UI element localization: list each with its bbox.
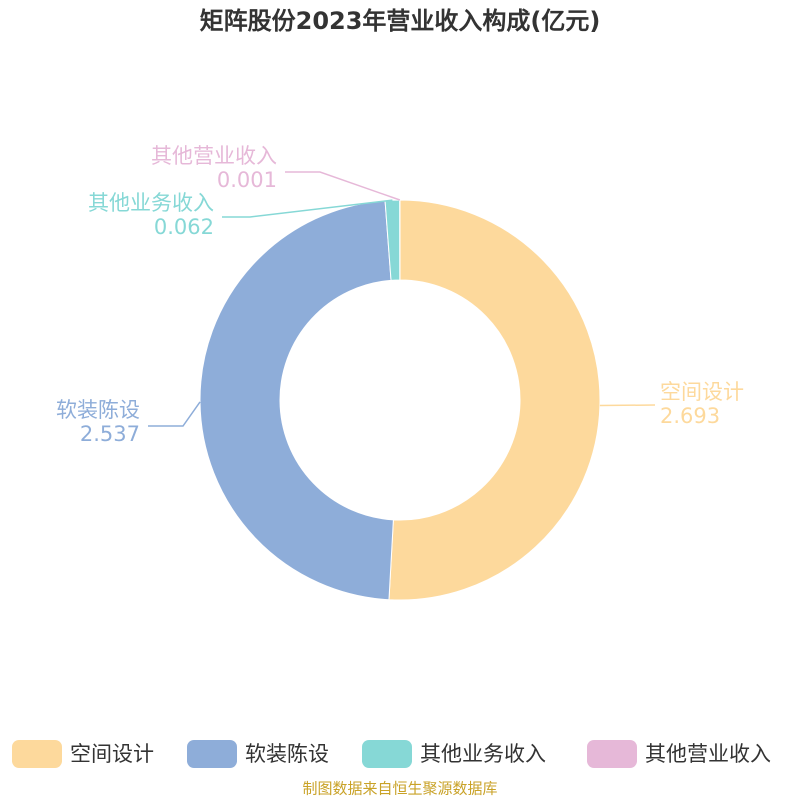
source-note: 制图数据来自恒生聚源数据库	[302, 780, 497, 798]
legend-label: 其他业务收入	[420, 742, 546, 766]
legend-swatch	[12, 740, 62, 768]
leader-line	[148, 401, 201, 427]
slice-value: 2.693	[660, 404, 720, 428]
slice-label: 其他业务收入	[88, 191, 214, 215]
legend-label: 其他营业收入	[645, 742, 771, 766]
chart-title: 矩阵股份2023年营业收入构成(亿元)	[200, 7, 601, 35]
slice-label: 软装陈设	[56, 398, 140, 422]
slice-label: 空间设计	[660, 380, 744, 404]
slice-value: 0.001	[217, 168, 277, 192]
slice-value: 2.537	[80, 422, 140, 446]
donut-slice	[388, 199, 601, 601]
legend-label: 软装陈设	[245, 742, 329, 766]
legend-swatch	[362, 740, 412, 768]
legend-label: 空间设计	[70, 742, 154, 766]
legend-swatch	[587, 740, 637, 768]
leader-line	[222, 199, 393, 218]
slice-value: 0.062	[154, 215, 214, 239]
leader-line	[285, 171, 401, 201]
slice-label: 其他营业收入	[151, 144, 277, 168]
donut-slice	[199, 200, 394, 601]
leader-line	[599, 404, 656, 407]
legend-swatch	[187, 740, 237, 768]
